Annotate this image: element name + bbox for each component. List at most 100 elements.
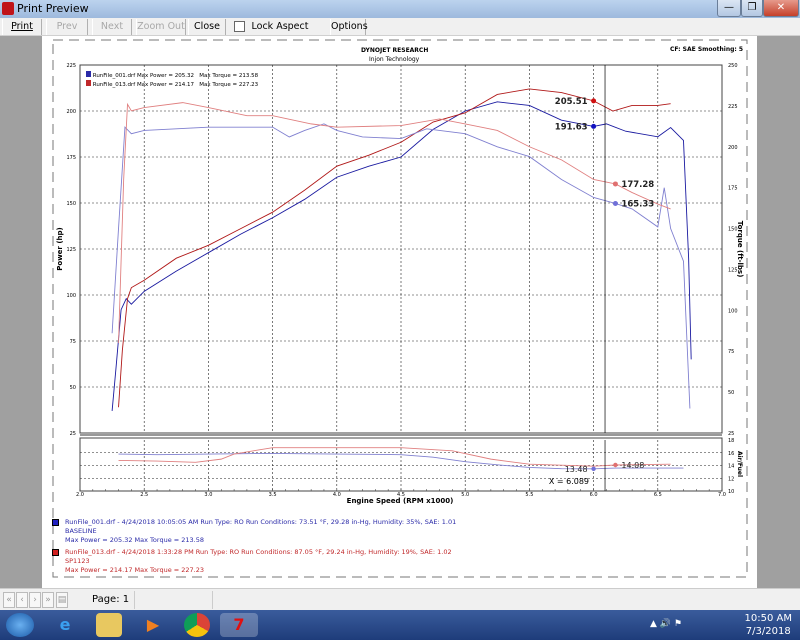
- value-label: 165.33: [621, 199, 654, 209]
- print-page: [42, 36, 757, 588]
- legend-swatch: [86, 80, 91, 86]
- afr-tick-label: 10: [728, 489, 734, 495]
- afr-curve-runfile_001: [118, 452, 684, 470]
- cursor-label: X = 6.089: [549, 477, 589, 486]
- window-title: Print Preview: [17, 2, 89, 15]
- report-header: DYNOJET RESEARCH: [361, 47, 429, 54]
- run-swatch: [52, 519, 59, 526]
- page-icon[interactable]: ▤: [56, 592, 68, 608]
- afr-tick-label: 16: [728, 451, 734, 457]
- minimize-button[interactable]: —: [717, 0, 741, 17]
- divider: [212, 591, 213, 609]
- run-details: RunFile_013.drf - 4/24/2018 1:33:28 PM R…: [65, 548, 452, 556]
- torque-tick-label: 200: [728, 145, 738, 151]
- run-name: SP1123: [65, 557, 90, 565]
- title-bar: Print Preview — ❐ ✕: [0, 0, 800, 18]
- next-button[interactable]: Next: [92, 19, 132, 35]
- torque-tick-label: 150: [728, 227, 738, 233]
- x-tick-label: 5.0: [461, 492, 469, 498]
- power-tick-label: 125: [66, 247, 76, 253]
- value-marker: [612, 200, 618, 206]
- run-info-sp1123: RunFile_013.drf - 4/24/2018 1:33:28 PM R…: [52, 548, 452, 575]
- options-button[interactable]: Options: [330, 19, 368, 35]
- run-details: RunFile_001.drf - 4/24/2018 10:05:05 AM …: [65, 518, 457, 526]
- torque-tick-label: 25: [728, 431, 734, 437]
- app-icon: [2, 2, 14, 15]
- maximize-button[interactable]: ❐: [741, 0, 763, 17]
- value-marker: [612, 181, 618, 187]
- x-tick-label: 4.5: [397, 492, 405, 498]
- power-axis-label: Power (hp): [56, 227, 64, 270]
- close-window-button[interactable]: ✕: [763, 0, 799, 17]
- run-swatch: [52, 549, 59, 556]
- value-label: 205.51: [555, 97, 588, 107]
- afr-value-label: 13.48: [565, 465, 588, 474]
- torque-tick-label: 225: [728, 104, 738, 110]
- afr-value-label: 14.08: [621, 461, 644, 470]
- legend-file: RunFile_013.drf: [92, 82, 136, 88]
- torque-tick-label: 100: [728, 308, 738, 314]
- run-max-values: Max Power = 205.32 Max Torque = 213.58: [65, 536, 205, 544]
- torque-axis-label: Torque (ft-lbs): [736, 221, 744, 278]
- preview-background: [757, 36, 800, 588]
- x-tick-label: 3.5: [269, 492, 277, 498]
- chart-legend: RunFile_001.drf Max Power = 205.32 Max T…: [86, 71, 258, 89]
- x-tick-label: 2.5: [140, 492, 148, 498]
- next-page-button[interactable]: ›: [29, 592, 41, 608]
- power-tick-label: 150: [66, 201, 76, 207]
- afr-value-marker: [613, 462, 618, 468]
- legend-power: Max Power = 205.32: [136, 73, 195, 79]
- torque-tick-label: 250: [728, 63, 738, 69]
- first-page-button[interactable]: «: [3, 592, 15, 608]
- power-tick-label: 175: [66, 155, 76, 161]
- last-page-button[interactable]: »: [42, 592, 54, 608]
- clock[interactable]: 10:50 AM 7/3/2018: [745, 612, 792, 638]
- prev-page-button[interactable]: ‹: [16, 592, 28, 608]
- afr-value-marker: [591, 466, 596, 472]
- x-tick-label: 7.0: [718, 492, 726, 498]
- afr-tick-label: 18: [728, 438, 734, 444]
- start-button[interactable]: [6, 613, 34, 637]
- x-tick-label: 2.0: [76, 492, 84, 498]
- lock-aspect-checkbox[interactable]: [234, 21, 245, 32]
- torque-tick-label: 75: [728, 349, 734, 355]
- torque-tick-label: 125: [728, 267, 738, 273]
- afr-tick-label: 14: [728, 464, 734, 470]
- media-player-icon[interactable]: ▶: [146, 615, 160, 634]
- legend-torque: Max Torque = 213.58: [199, 73, 259, 79]
- system-tray-icons[interactable]: ▲ 🔊 ⚑: [650, 619, 682, 629]
- dynojet-app-icon[interactable]: 7: [220, 613, 258, 637]
- prev-button[interactable]: Prev: [46, 19, 88, 35]
- torque-tick-label: 50: [728, 390, 734, 396]
- value-label: 191.63: [555, 122, 588, 132]
- file-explorer-icon[interactable]: [96, 613, 122, 637]
- print-button[interactable]: Print: [2, 19, 42, 35]
- power-curve-runfile_001: [111, 101, 692, 411]
- chrome-icon[interactable]: [184, 613, 210, 637]
- x-tick-label: 3.0: [204, 492, 212, 498]
- page-margin: [52, 39, 748, 578]
- legend-power: Max Power = 214.17: [136, 82, 195, 88]
- torque-curve-runfile_001: [111, 123, 691, 409]
- x-tick-label: 4.0: [333, 492, 341, 498]
- x-axis-label: Engine Speed (RPM x1000): [347, 497, 454, 505]
- power-tick-label: 100: [66, 293, 76, 299]
- power-tick-label: 50: [70, 385, 76, 391]
- zoom-out-button[interactable]: Zoom Out: [136, 19, 186, 35]
- internet-explorer-icon[interactable]: e: [59, 615, 71, 634]
- divider: [134, 591, 135, 609]
- power-tick-label: 200: [66, 109, 76, 115]
- clock-time: 10:50 AM: [744, 613, 792, 624]
- run-max-values: Max Power = 214.17 Max Torque = 227.23: [65, 566, 205, 574]
- close-button[interactable]: Close: [188, 19, 226, 35]
- x-tick-label: 6.5: [654, 492, 662, 498]
- power-curve-runfile_013: [118, 88, 671, 408]
- x-tick-label: 6.0: [590, 492, 598, 498]
- legend-item: RunFile_013.drf Max Power = 214.17 Max T…: [86, 80, 258, 89]
- value-label: 177.28: [621, 180, 654, 190]
- afr-curve-runfile_013: [118, 447, 671, 467]
- value-marker: [591, 123, 597, 129]
- legend-item: RunFile_001.drf Max Power = 205.32 Max T…: [86, 71, 258, 80]
- x-tick-label: 5.5: [525, 492, 533, 498]
